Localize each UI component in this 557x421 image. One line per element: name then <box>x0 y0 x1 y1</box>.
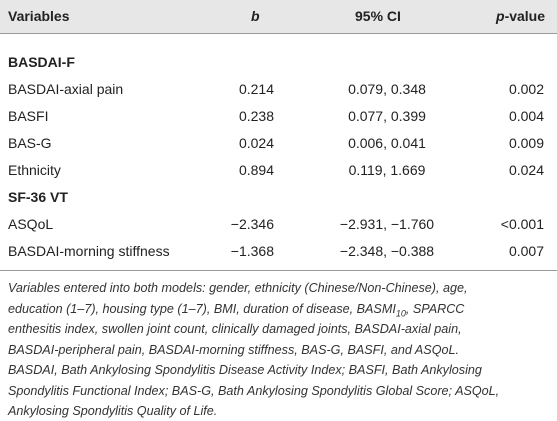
footnote-line: education (1–7), housing type (1–7), BMI… <box>8 299 464 324</box>
header-ci: 95% CI <box>355 8 401 24</box>
ci-cell: 0.006, 0.041 <box>348 135 426 151</box>
variable-cell: BASFI <box>8 108 49 124</box>
footnote-text: education (1–7), housing type (1–7), BMI… <box>8 301 396 316</box>
header-band <box>0 0 557 34</box>
section-title: SF-36 VT <box>8 189 68 205</box>
section-title: BASDAI-F <box>8 54 75 70</box>
b-cell: 0.894 <box>238 162 274 178</box>
header-b: b <box>251 8 260 24</box>
bottom-rule <box>0 270 557 271</box>
footnote-line: Spondylitis Functional Index; BAS-G, Bat… <box>8 383 500 398</box>
p-cell: 0.002 <box>508 81 544 97</box>
ci-cell: 0.077, 0.399 <box>348 108 426 124</box>
variable-cell: ASQoL <box>8 216 54 232</box>
footnote-line: BASDAI, Bath Ankylosing Spondylitis Dise… <box>8 363 482 377</box>
footnote-line: Ankylosing Spondylitis Quality of Life. <box>8 404 218 418</box>
header-variables: Variables <box>8 8 70 24</box>
footnote-line: BASDAI-peripheral pain, BASDAI-morning s… <box>8 342 460 357</box>
ci-cell: 0.079, 0.348 <box>348 81 426 97</box>
b-cell: 0.238 <box>238 108 274 124</box>
header-p-italic: p <box>496 8 505 24</box>
variable-cell: BASDAI-morning stiffness <box>8 243 170 259</box>
ci-cell: −2.931, −1.760 <box>339 216 435 232</box>
b-cell: 0.024 <box>238 135 274 151</box>
header-p-rest: -value <box>504 8 546 24</box>
variable-cell: BAS-G <box>8 135 52 151</box>
ci-cell: −2.348, −0.388 <box>339 243 435 259</box>
b-cell: 0.214 <box>238 81 274 97</box>
footnote-line: Variables entered into both models: gend… <box>8 281 468 295</box>
footnote-subscript: 10 <box>395 308 406 319</box>
p-cell: 0.024 <box>508 162 544 178</box>
variable-cell: BASDAI-axial pain <box>8 81 124 97</box>
footnote-line: enthesitis index, swollen joint count, c… <box>8 322 462 336</box>
p-cell: 0.009 <box>508 135 544 151</box>
variable-cell: Ethnicity <box>8 162 61 178</box>
header-p: p-value <box>496 6 545 26</box>
p-cell: 0.007 <box>508 243 544 259</box>
p-cell: 0.004 <box>508 108 544 124</box>
p-cell: <0.001 <box>500 216 544 232</box>
ci-cell: 0.119, 1.669 <box>348 162 426 178</box>
footnote-text: , SPARCC <box>405 301 465 316</box>
b-cell: −2.346 <box>230 216 274 232</box>
b-cell: −1.368 <box>230 243 274 259</box>
